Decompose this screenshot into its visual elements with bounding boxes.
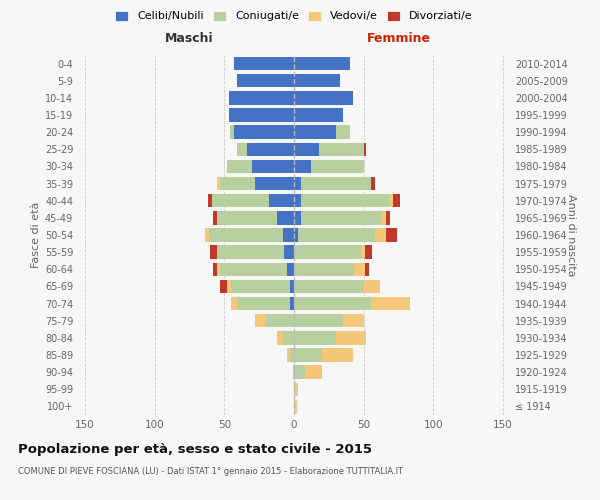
Bar <box>290 348 294 362</box>
Bar <box>294 177 301 190</box>
Bar <box>284 246 294 259</box>
Bar <box>386 211 390 224</box>
Bar <box>208 194 212 207</box>
Bar <box>371 297 410 310</box>
Legend: Celibi/Nubili, Coniugati/e, Vedovi/e, Divorziati/e: Celibi/Nubili, Coniugati/e, Vedovi/e, Di… <box>115 10 473 22</box>
Bar <box>301 177 371 190</box>
Bar <box>213 262 217 276</box>
Bar <box>354 262 365 276</box>
Text: COMUNE DI PIEVE FOSCIANA (LU) - Dati ISTAT 1° gennaio 2015 - Elaborazione TUTTIT: COMUNE DI PIEVE FOSCIANA (LU) - Dati IST… <box>18 468 403 476</box>
Bar <box>364 280 380 293</box>
Bar <box>217 177 220 190</box>
Bar <box>217 211 277 224</box>
Bar <box>294 160 311 173</box>
Bar <box>283 331 294 344</box>
Bar <box>294 246 361 259</box>
Bar <box>287 348 290 362</box>
Bar <box>212 194 269 207</box>
Bar <box>294 280 364 293</box>
Text: Maschi: Maschi <box>165 32 214 44</box>
Bar <box>247 142 294 156</box>
Bar <box>237 297 290 310</box>
Bar <box>298 228 375 241</box>
Bar <box>295 382 298 396</box>
Bar <box>294 211 301 224</box>
Bar <box>209 228 283 241</box>
Y-axis label: Anni di nascita: Anni di nascita <box>566 194 576 276</box>
Bar <box>227 160 252 173</box>
Bar <box>220 280 227 293</box>
Bar <box>301 194 389 207</box>
Bar <box>294 366 305 379</box>
Bar <box>252 160 294 173</box>
Bar <box>364 142 367 156</box>
Bar <box>231 280 290 293</box>
Bar <box>217 262 220 276</box>
Bar <box>294 331 336 344</box>
Bar <box>229 108 294 122</box>
Bar <box>217 246 284 259</box>
Bar <box>234 126 294 139</box>
Bar <box>311 160 364 173</box>
Bar <box>389 194 393 207</box>
Bar <box>294 126 336 139</box>
Bar <box>234 57 294 70</box>
Bar <box>294 297 371 310</box>
Bar <box>205 228 209 241</box>
Bar <box>305 366 322 379</box>
Bar <box>266 314 294 328</box>
Bar <box>301 211 382 224</box>
Bar <box>294 142 319 156</box>
Y-axis label: Fasce di età: Fasce di età <box>31 202 41 268</box>
Bar <box>294 228 298 241</box>
Bar <box>290 280 294 293</box>
Bar <box>294 91 353 104</box>
Bar <box>319 142 364 156</box>
Bar <box>294 108 343 122</box>
Bar <box>393 194 400 207</box>
Bar <box>230 126 234 139</box>
Bar <box>294 314 343 328</box>
Bar <box>382 211 386 224</box>
Bar <box>287 262 294 276</box>
Bar <box>294 194 301 207</box>
Bar <box>322 348 353 362</box>
Bar <box>231 297 237 310</box>
Bar <box>229 91 294 104</box>
Bar <box>255 314 266 328</box>
Bar <box>336 331 367 344</box>
Bar <box>211 246 217 259</box>
Bar <box>294 400 295 413</box>
Bar <box>269 194 294 207</box>
Text: Femmine: Femmine <box>367 32 431 44</box>
Bar <box>294 348 322 362</box>
Bar <box>255 177 294 190</box>
Bar <box>295 400 297 413</box>
Bar <box>294 74 340 88</box>
Bar <box>375 228 386 241</box>
Bar <box>294 382 295 396</box>
Bar <box>283 228 294 241</box>
Bar <box>277 331 283 344</box>
Bar <box>294 262 354 276</box>
Bar <box>237 74 294 88</box>
Bar <box>277 211 294 224</box>
Bar <box>371 177 375 190</box>
Bar <box>227 280 231 293</box>
Bar <box>386 228 397 241</box>
Bar <box>290 297 294 310</box>
Bar <box>365 246 372 259</box>
Text: Popolazione per età, sesso e stato civile - 2015: Popolazione per età, sesso e stato civil… <box>18 442 372 456</box>
Bar <box>213 211 217 224</box>
Bar <box>294 57 350 70</box>
Bar <box>293 366 294 379</box>
Bar <box>220 177 255 190</box>
Bar <box>237 142 247 156</box>
Bar <box>220 262 287 276</box>
Bar <box>365 262 369 276</box>
Bar <box>361 246 365 259</box>
Bar <box>343 314 364 328</box>
Bar <box>336 126 350 139</box>
